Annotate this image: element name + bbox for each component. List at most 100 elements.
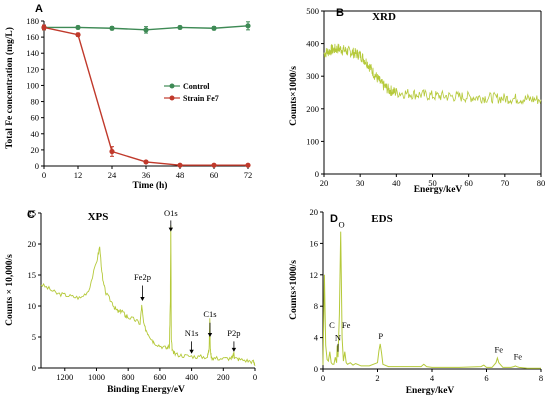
panel-a-ytick-label: 60 — [31, 113, 40, 123]
panel-a-xtick-label: 48 — [176, 170, 185, 180]
data-point — [143, 27, 149, 33]
panel-c-xtick-label: 800 — [122, 372, 135, 382]
panel-c-xtick-label: 200 — [217, 372, 230, 382]
panel-a-ytick-label: 0 — [35, 161, 39, 171]
panel-d-label: D — [330, 213, 338, 225]
panel-b-xtick-label: 50 — [428, 178, 437, 188]
panel-a-ytick-label: 20 — [31, 145, 40, 155]
panel-c-ytick-label: 15 — [28, 270, 37, 280]
panel-d-ytick-label: 20 — [310, 207, 319, 217]
peak-arrow-head — [231, 347, 237, 352]
legend-strain-marker — [169, 95, 175, 101]
panel-d-chart: D EDS Energy/keV Counts×1000/s 0 2 4 6 8 0 4 8 1… — [289, 207, 543, 396]
legend-control-marker — [169, 83, 175, 89]
panel-c-xtick-label: 400 — [185, 372, 198, 382]
data-point — [109, 25, 115, 31]
peak-label-o1s: O1s — [164, 208, 178, 218]
panel-b-xtick-label: 30 — [356, 178, 365, 188]
xrd-spectrum-line — [323, 43, 542, 105]
panel-d-xtick-label: 4 — [430, 373, 435, 383]
panel-b-xtick-label: 60 — [464, 178, 473, 188]
panel-d-ylabel: Counts×1000/s — [289, 260, 299, 320]
panel-b-xtick-label: 80 — [537, 178, 546, 188]
data-point — [245, 23, 251, 29]
data-point — [211, 25, 217, 31]
panel-a-ylabel: Total Fe concentration (mg/L) — [4, 27, 15, 149]
xps-spectrum-line — [40, 225, 256, 366]
panel-c-xtick-label: 600 — [154, 372, 167, 382]
panel-a-xlabel: Time (h) — [133, 180, 168, 191]
panel-b-title: XRD — [372, 11, 396, 23]
panel-b-xlabel: Energy/keV — [414, 185, 463, 195]
panel-a-xtick-label: 12 — [74, 170, 83, 180]
panel-c-ytick-label: 0 — [32, 363, 36, 373]
panel-c-ytick-label: 20 — [28, 239, 37, 249]
eds-peak-label: Fe — [342, 320, 351, 330]
peak-label-p2p: P2p — [227, 328, 240, 338]
data-point — [143, 159, 149, 165]
panel-c-xtick-label: 1000 — [88, 372, 105, 382]
panel-a-xtick-label: 60 — [210, 170, 219, 180]
eds-peak-label: P — [378, 331, 383, 341]
panel-d-xtick-label: 6 — [484, 373, 488, 383]
panel-d-xtick-label: 8 — [539, 373, 543, 383]
eds-peak-label: C — [329, 320, 335, 330]
peak-label-c1s: C1s — [203, 309, 216, 319]
panel-b-label: B — [336, 7, 344, 19]
panel-a-ytick-label: 40 — [31, 129, 40, 139]
panel-d-title: EDS — [371, 213, 392, 225]
panel-b-xtick-label: 70 — [501, 178, 510, 188]
panel-b-ytick-label: 300 — [306, 71, 319, 81]
data-point — [177, 24, 183, 31]
panel-a-ytick-label: 160 — [26, 32, 39, 42]
panel-a-xtick-label: 72 — [244, 170, 253, 180]
eds-peak-label: N — [335, 333, 341, 343]
panel-d-xtick-label: 2 — [375, 373, 379, 383]
data-point — [75, 32, 81, 38]
panel-a-legend: Control Strain Fe7 — [164, 82, 219, 103]
peak-arrow-head — [140, 297, 145, 302]
peak-arrow-head — [207, 333, 213, 337]
panel-a-ytick-label: 80 — [31, 97, 40, 107]
panel-b-ytick-label: 200 — [306, 104, 319, 114]
legend-control-label: Control — [183, 82, 210, 91]
panel-b-xtick-label: 20 — [320, 178, 329, 188]
eds-peak-label: Fe — [495, 345, 504, 355]
legend-strain-label: Strain Fe7 — [183, 94, 219, 103]
panel-a-ytick-label: 120 — [26, 64, 39, 74]
eds-peak-label: Fe — [514, 352, 523, 362]
panel-b-ytick-label: 0 — [315, 169, 319, 179]
panel-a-ytick-label: 100 — [26, 80, 39, 90]
peak-arrow-head — [168, 227, 174, 232]
data-point — [75, 24, 81, 31]
panel-d-ytick-label: 0 — [314, 364, 318, 374]
panel-c-xtick-label: 0 — [253, 372, 257, 382]
panel-c-ytick-label: 25 — [28, 208, 37, 218]
panel-c-xtick-label: 1200 — [56, 372, 73, 382]
panel-a-xtick-label: 24 — [108, 170, 117, 180]
panel-b-ytick-label: 400 — [306, 39, 319, 49]
panel-a-xtick-label: 0 — [42, 170, 46, 180]
data-point — [177, 162, 183, 168]
panel-c-chart: C XPS Binding Energy/eV Counts × 10,000/… — [5, 208, 257, 395]
panel-d-xlabel: Energy/keV — [406, 386, 455, 396]
panel-b-chart: B XRD Energy/keV Counts×1000/s 20 30 40 50 6… — [289, 6, 545, 195]
panel-a-ytick-label: 140 — [26, 48, 39, 58]
data-point — [211, 162, 217, 168]
panel-a-label: A — [35, 3, 43, 15]
panel-c-ytick-label: 5 — [32, 332, 36, 342]
panel-c-xlabel: Binding Energy/eV — [107, 385, 185, 395]
panel-a-xtick-label: 36 — [142, 170, 151, 180]
panel-d-ytick-label: 4 — [314, 333, 319, 343]
peak-label-fe2p: Fe2p — [134, 272, 151, 282]
panel-b-ytick-label: 100 — [306, 136, 319, 146]
panel-d-ytick-label: 12 — [310, 270, 319, 280]
eds-spectrum-line — [322, 231, 541, 369]
data-point — [109, 148, 115, 155]
panel-a-chart: A Time (h) Total Fe concentration (mg/L)… — [4, 3, 252, 191]
panel-c-ylabel: Counts × 10,000/s — [5, 254, 15, 326]
panel-b-ytick-label: 500 — [306, 6, 319, 16]
data-point — [41, 24, 47, 31]
panel-b-ylabel: Counts×1000/s — [289, 66, 299, 126]
